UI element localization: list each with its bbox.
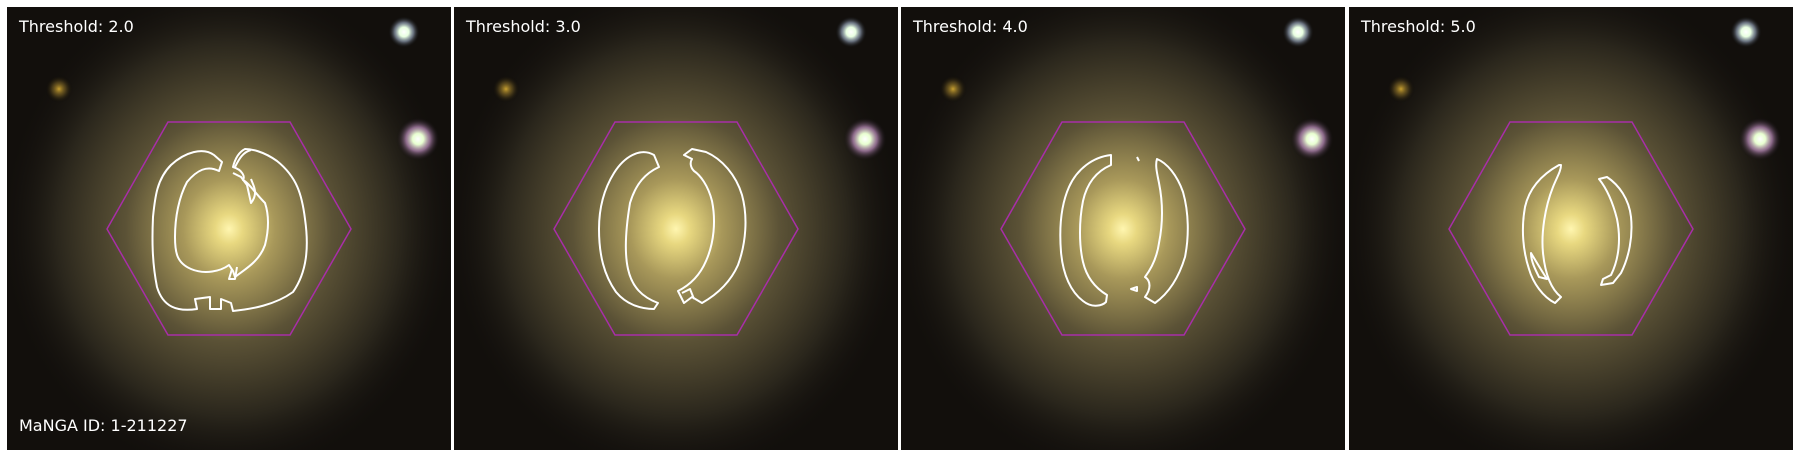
contour-lines <box>1521 164 1633 304</box>
threshold-label: Threshold: 3.0 <box>466 17 581 36</box>
galaxy-image <box>901 7 1345 450</box>
image-panel-threshold-2: Threshold: 2.0 MaNGA ID: 1-211227 <box>7 7 451 450</box>
threshold-label: Threshold: 2.0 <box>19 17 134 36</box>
contour-lines <box>151 148 308 312</box>
hexagon-ifu-footprint <box>553 121 799 336</box>
hexagon-ifu-footprint <box>1448 121 1694 336</box>
galaxy-image <box>1349 7 1793 450</box>
image-panel-threshold-3: Threshold: 3.0 <box>454 7 898 450</box>
threshold-label: Threshold: 4.0 <box>913 17 1028 36</box>
image-panel-threshold-5: Threshold: 5.0 <box>1349 7 1793 450</box>
manga-id-label: MaNGA ID: 1-211227 <box>19 416 188 435</box>
galaxy-image <box>7 7 451 450</box>
galaxy-image <box>454 7 898 450</box>
threshold-label: Threshold: 5.0 <box>1361 17 1476 36</box>
contour-lines <box>598 148 747 310</box>
hexagon-ifu-footprint <box>1000 121 1246 336</box>
contour-lines <box>1059 154 1189 307</box>
image-panel-threshold-4: Threshold: 4.0 <box>901 7 1345 450</box>
